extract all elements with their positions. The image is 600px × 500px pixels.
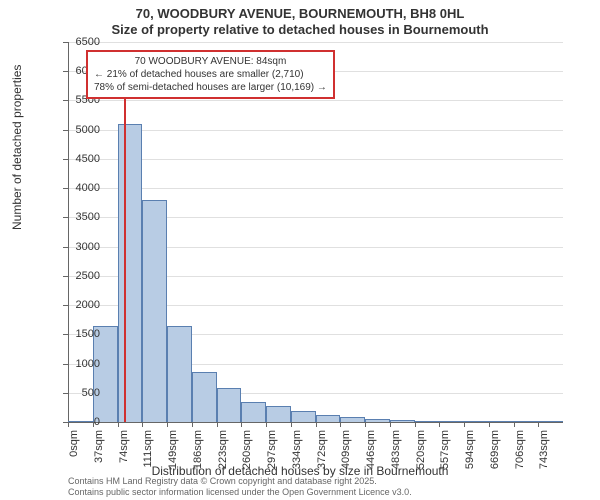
x-tick-label: 297sqm xyxy=(266,430,278,470)
histogram-bar xyxy=(266,406,291,422)
y-axis-label: Number of detached properties xyxy=(10,65,24,230)
annotation-line: 78% of semi-detached houses are larger (… xyxy=(94,81,327,94)
histogram-bar xyxy=(340,417,365,422)
gridline xyxy=(68,159,563,160)
chart-title-main: 70, WOODBURY AVENUE, BOURNEMOUTH, BH8 0H… xyxy=(0,6,600,21)
histogram-bar xyxy=(118,124,143,422)
histogram-bar xyxy=(241,402,266,422)
y-tick-label: 500 xyxy=(60,387,100,399)
x-tick-mark xyxy=(217,422,218,427)
chart-footer: Contains HM Land Registry data © Crown c… xyxy=(68,476,580,498)
x-tick-mark xyxy=(241,422,242,427)
y-tick-label: 1500 xyxy=(60,328,100,340)
gridline xyxy=(68,130,563,131)
y-tick-label: 3000 xyxy=(60,241,100,253)
y-tick-label: 1000 xyxy=(60,358,100,370)
y-tick-label: 2500 xyxy=(60,270,100,282)
x-tick-label: 334sqm xyxy=(291,430,303,470)
histogram-bar xyxy=(365,419,390,423)
x-tick-label: 223sqm xyxy=(217,430,229,470)
x-tick-label: 372sqm xyxy=(316,430,328,470)
y-tick-label: 3500 xyxy=(60,211,100,223)
histogram-bar xyxy=(464,421,489,422)
histogram-bar xyxy=(291,411,316,422)
y-tick-label: 0 xyxy=(60,416,100,428)
x-tick-mark xyxy=(340,422,341,427)
x-tick-mark xyxy=(489,422,490,427)
x-tick-mark xyxy=(167,422,168,427)
plot-area: 70 WOODBURY AVENUE: 84sqm← 21% of detach… xyxy=(68,42,563,422)
x-tick-mark xyxy=(316,422,317,427)
x-tick-mark xyxy=(192,422,193,427)
annotation-box: 70 WOODBURY AVENUE: 84sqm← 21% of detach… xyxy=(86,50,335,99)
histogram-bar xyxy=(167,326,192,422)
footer-line-2: Contains public sector information licen… xyxy=(68,487,580,498)
y-tick-label: 6500 xyxy=(60,36,100,48)
x-tick-label: 37sqm xyxy=(93,430,105,470)
x-tick-label: 557sqm xyxy=(439,430,451,470)
y-tick-label: 4500 xyxy=(60,153,100,165)
gridline xyxy=(68,42,563,43)
y-tick-label: 4000 xyxy=(60,182,100,194)
x-tick-label: 520sqm xyxy=(415,430,427,470)
gridline xyxy=(68,188,563,189)
histogram-bar xyxy=(192,372,217,422)
x-tick-mark xyxy=(538,422,539,427)
x-tick-label: 409sqm xyxy=(340,430,352,470)
x-tick-mark xyxy=(118,422,119,427)
x-tick-mark xyxy=(266,422,267,427)
x-tick-label: 0sqm xyxy=(68,430,80,470)
x-tick-label: 149sqm xyxy=(167,430,179,470)
x-tick-mark xyxy=(390,422,391,427)
gridline xyxy=(68,100,563,101)
x-tick-mark xyxy=(142,422,143,427)
x-tick-label: 446sqm xyxy=(365,430,377,470)
histogram-bar xyxy=(316,415,341,422)
histogram-bar xyxy=(538,421,563,422)
histogram-bar xyxy=(142,200,167,422)
x-tick-label: 483sqm xyxy=(390,430,402,470)
histogram-bar xyxy=(439,421,464,422)
annotation-line: ← 21% of detached houses are smaller (2,… xyxy=(94,68,327,81)
x-tick-label: 706sqm xyxy=(514,430,526,470)
x-tick-label: 260sqm xyxy=(241,430,253,470)
x-tick-label: 743sqm xyxy=(538,430,550,470)
x-tick-label: 594sqm xyxy=(464,430,476,470)
chart-title-sub: Size of property relative to detached ho… xyxy=(0,22,600,37)
annotation-line: 70 WOODBURY AVENUE: 84sqm xyxy=(94,55,327,68)
property-marker-line xyxy=(124,72,126,422)
x-tick-mark xyxy=(514,422,515,427)
x-tick-label: 74sqm xyxy=(118,430,130,470)
histogram-bar xyxy=(514,421,539,422)
x-tick-mark xyxy=(439,422,440,427)
x-tick-label: 186sqm xyxy=(192,430,204,470)
x-tick-mark xyxy=(365,422,366,427)
footer-line-1: Contains HM Land Registry data © Crown c… xyxy=(68,476,580,487)
x-tick-mark xyxy=(291,422,292,427)
histogram-bar xyxy=(390,420,415,422)
x-tick-mark xyxy=(464,422,465,427)
y-tick-label: 5000 xyxy=(60,124,100,136)
x-tick-mark xyxy=(415,422,416,427)
histogram-bar xyxy=(415,421,440,422)
histogram-bar xyxy=(217,388,242,422)
y-tick-label: 2000 xyxy=(60,299,100,311)
histogram-bar xyxy=(489,421,514,422)
x-tick-label: 111sqm xyxy=(142,430,154,470)
x-tick-label: 669sqm xyxy=(489,430,501,470)
